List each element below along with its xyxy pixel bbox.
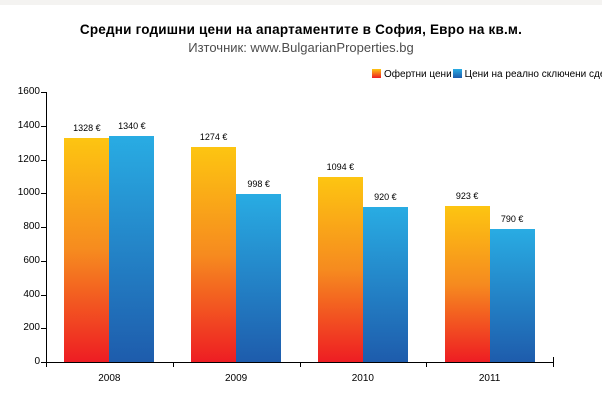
bar-2011-series-1 [489, 228, 535, 362]
y-axis-tick-mark [41, 92, 46, 93]
bar-2008-series-1 [109, 135, 155, 362]
y-axis-tick-label: 1400 [17, 119, 40, 131]
x-axis-tick-mark [172, 363, 174, 367]
x-axis-tick-mark [426, 363, 428, 367]
y-axis-tick-mark [41, 294, 46, 296]
legend-item-1: Цени на реално сключени сде [452, 69, 602, 80]
y-axis-tick-mark [41, 227, 46, 228]
y-axis-tick-mark [41, 328, 46, 330]
legend: Офертни цени Цени на реално сключени сде [372, 69, 602, 80]
bar-value-label: 1340 € [118, 120, 146, 131]
x-axis-end-tick [553, 357, 554, 362]
page-edge-artifact [0, 0, 602, 5]
y-axis-tick-label: 400 [23, 288, 40, 300]
bar-2011-series-0 [444, 206, 490, 362]
plot-area [46, 92, 554, 363]
x-axis-category-label: 2009 [225, 373, 248, 384]
chart-title: Средни годишни цени на апартаментите в С… [79, 22, 523, 37]
legend-label: Цени на реално сключени сде [464, 69, 602, 80]
bar-2008-series-0 [64, 137, 110, 362]
bar-value-label: 920 € [374, 191, 397, 202]
y-axis-tick-mark [41, 362, 46, 363]
bar-value-label: 923 € [455, 191, 479, 202]
y-axis-tick-label: 800 [23, 221, 40, 232]
bar-2009-series-0 [191, 147, 237, 362]
bar-2010-series-0 [317, 177, 363, 362]
bar-2010-series-1 [362, 206, 408, 362]
y-axis-tick-mark [41, 125, 46, 127]
y-axis-tick-label: 0 [34, 356, 40, 367]
y-axis-tick-label: 600 [23, 254, 40, 266]
bar-2009-series-1 [236, 193, 282, 362]
legend-item-0: Офертни цени [372, 69, 452, 80]
x-axis-category-label: 2010 [351, 373, 374, 384]
legend-label: Офертни цени [384, 69, 452, 80]
bar-value-label: 1094 € [326, 162, 355, 173]
bar-value-label: 1328 € [73, 122, 101, 133]
legend-swatch-icon [452, 69, 462, 78]
y-axis-tick-mark [41, 193, 46, 195]
x-axis-tick-mark [46, 363, 47, 367]
x-axis-tick-mark [299, 363, 301, 367]
y-axis-tick-label: 1000 [17, 187, 40, 199]
x-axis-tick-mark [553, 363, 554, 367]
y-axis-tick-label: 1600 [17, 86, 40, 97]
x-axis-category-label: 2011 [478, 373, 501, 384]
chart-subtitle: Източник: www.BulgarianProperties.bg [188, 40, 414, 55]
legend-swatch-icon [372, 69, 381, 78]
bar-value-label: 998 € [247, 178, 270, 189]
x-axis-category-label: 2008 [98, 373, 121, 384]
y-axis-tick-label: 1200 [17, 153, 40, 165]
y-axis-tick-label: 200 [23, 322, 40, 334]
bar-value-label: 790 € [500, 213, 524, 224]
y-axis-tick-mark [41, 260, 46, 262]
bar-value-label: 1274 € [199, 132, 228, 142]
y-axis-tick-mark [41, 159, 46, 161]
